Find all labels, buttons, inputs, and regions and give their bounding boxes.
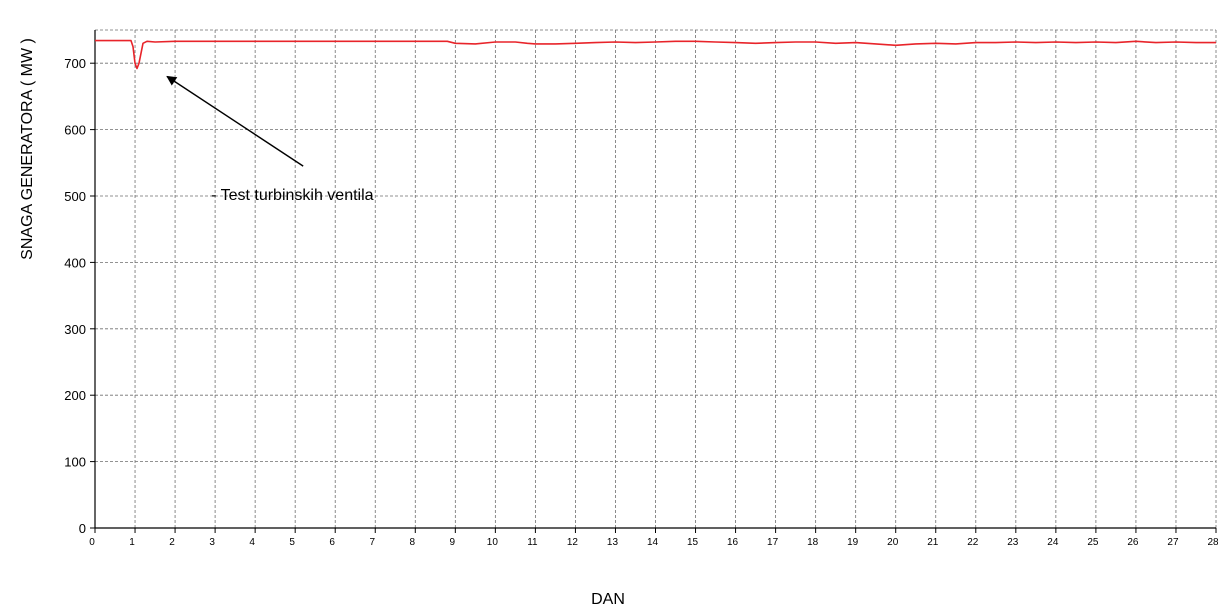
y-tick-label: 700: [64, 56, 86, 71]
x-tick-label: 24: [1047, 537, 1059, 548]
x-tick-label: 27: [1167, 537, 1179, 548]
x-tick-label: 0: [89, 537, 95, 548]
x-tick-label: 16: [727, 537, 739, 548]
x-tick-label: 11: [527, 537, 538, 548]
x-tick-label: 4: [249, 537, 255, 548]
x-tick-label: 17: [767, 537, 779, 548]
x-tick-label: 25: [1087, 537, 1099, 548]
x-tick-label: 19: [847, 537, 859, 548]
y-tick-label: 500: [64, 189, 86, 204]
y-tick-label: 0: [79, 521, 86, 536]
x-tick-label: 6: [329, 537, 335, 548]
annotation-label: - Test turbinskih ventila: [211, 187, 374, 204]
x-tick-label: 23: [1007, 537, 1019, 548]
x-tick-label: 9: [450, 537, 456, 548]
y-tick-label: 300: [64, 322, 86, 337]
x-tick-label: 2: [169, 537, 175, 548]
x-tick-label: 7: [369, 537, 375, 548]
y-tick-label: 600: [64, 123, 86, 138]
y-tick-label: 100: [64, 455, 86, 470]
x-tick-label: 28: [1207, 537, 1218, 548]
x-tick-label: 8: [410, 537, 416, 548]
x-tick-label: 18: [807, 537, 819, 548]
y-tick-label: 200: [64, 388, 86, 403]
x-tick-label: 20: [887, 537, 899, 548]
annotation-arrow: [166, 75, 304, 167]
series: [95, 39, 1216, 70]
y-tick-label: 400: [64, 255, 86, 270]
series-line-0: [95, 39, 1216, 70]
x-tick-label: 5: [289, 537, 295, 548]
x-tick-label: 22: [967, 537, 979, 548]
x-tick-label: 14: [647, 537, 659, 548]
x-tick-label: 15: [687, 537, 699, 548]
x-tick-label: 12: [567, 537, 579, 548]
x-tick-label: 3: [209, 537, 215, 548]
x-tick-labels: 0 1 2 3 4 5 6 7 8 9 10 11 12 13 14 15 16 17 18 19 20 21 22 23 24…: [89, 537, 1218, 548]
x-tick-label: 21: [927, 537, 939, 548]
y-axis-title: SNAGA GENERATORA ( MW ): [19, 38, 36, 260]
x-tick-label: 10: [487, 537, 499, 548]
grid: [95, 29, 1217, 528]
x-tick-label: 26: [1127, 537, 1139, 548]
x-tick-label: 1: [129, 537, 135, 548]
annotations: - Test turbinskih ventila: [166, 75, 374, 204]
x-tick-label: 13: [607, 537, 619, 548]
y-tick-labels: 0 100 200 300 400 500 600 700: [64, 56, 86, 536]
axes: [90, 30, 1217, 533]
x-axis-title: DAN: [591, 591, 625, 608]
